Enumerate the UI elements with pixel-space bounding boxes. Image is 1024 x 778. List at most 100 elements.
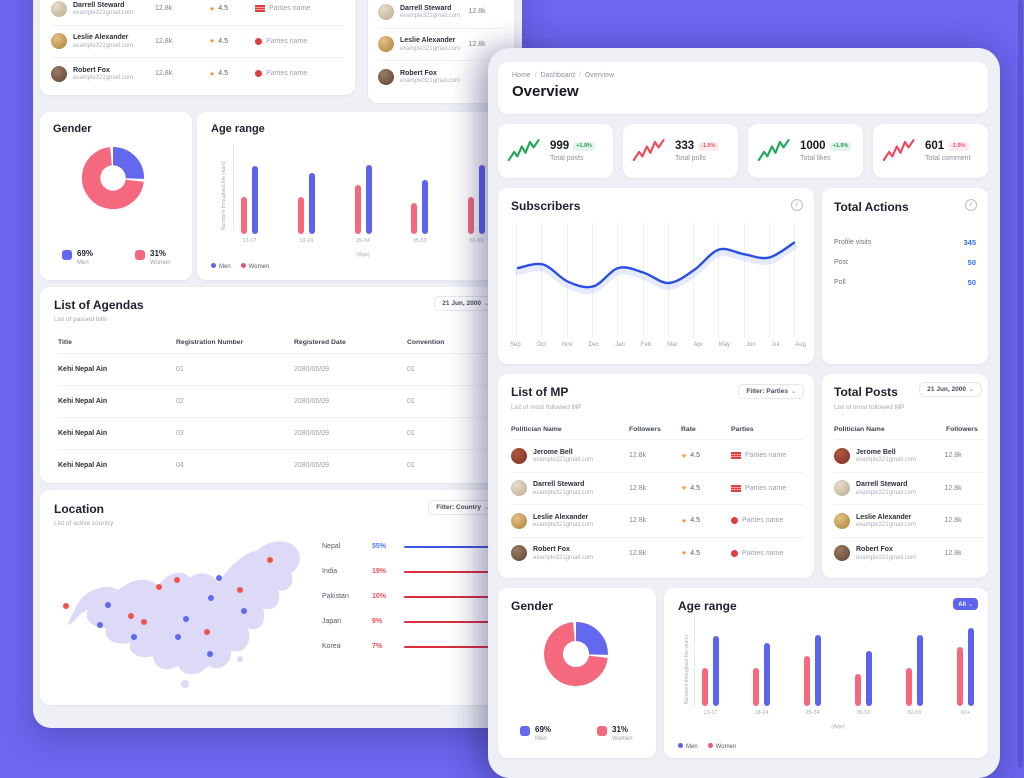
age-range-y-label: Numbers throughout the years): [684, 634, 690, 704]
agenda-reg-number: 03: [176, 430, 184, 437]
chevron-down-icon: ⌄: [968, 387, 974, 393]
map-location-dot: [105, 602, 111, 608]
table-row: Robert Fox example321gmail.com 12.8k ★ 4.5 Pa…: [511, 536, 804, 570]
age-range-all-dropdown[interactable]: All ⌄: [953, 598, 978, 610]
breadcrumb-home[interactable]: Home: [512, 72, 531, 79]
stat-text: 999 +1.9% Total posts: [550, 140, 595, 162]
map-location-dot: [204, 629, 210, 635]
action-row: Post 50: [834, 252, 976, 272]
followers-value: 12.8k: [468, 8, 486, 16]
month-tick: Jan: [615, 342, 625, 348]
women-label: Women: [612, 736, 633, 742]
agenda-reg-number: 02: [176, 398, 184, 405]
stat-label: Total polls: [675, 154, 707, 162]
bar-group: 18-24: [753, 622, 770, 716]
table-row: Darrell Steward example321gmail.com 12.8k ★…: [511, 471, 804, 505]
politician-cell: Robert Fox example321gmail.com: [511, 545, 629, 562]
breadcrumb-dashboard[interactable]: Dashboard: [540, 72, 575, 79]
info-icon[interactable]: i: [965, 199, 977, 211]
bar-category-label: 35-50: [412, 238, 427, 244]
agendas-date-chip[interactable]: 21 Jun, 2000 ⌄: [434, 296, 497, 311]
party-name: Parties name: [269, 5, 311, 13]
star-icon: ★: [681, 517, 688, 525]
country-bar: [404, 620, 493, 623]
stat-label: Total comment: [925, 154, 971, 162]
party-name: Parties name: [745, 452, 787, 460]
politician-email: example321gmail.com: [856, 554, 917, 561]
party-name: Parties name: [745, 484, 787, 492]
men-bar: [713, 636, 719, 706]
agendas-header-row: Title Registration Number Registered Dat…: [58, 339, 491, 354]
country-bar: [404, 545, 493, 548]
country-name: Nepal: [322, 543, 341, 550]
star-icon: ★: [209, 38, 216, 46]
map-location-dot: [208, 595, 214, 601]
action-label: Post: [834, 258, 849, 266]
scrollbar[interactable]: [1018, 0, 1023, 768]
name-email: Darrell Steward example321gmail.com: [73, 2, 133, 17]
party-cell: Parties name: [731, 549, 804, 557]
chevron-down-icon: ⌄: [967, 601, 973, 608]
chevron-down-icon: ⌄: [790, 389, 796, 395]
avatar: [834, 512, 850, 529]
women-bar: [753, 668, 759, 706]
page-header-card: Home / Dashboard / Overview Overview: [498, 62, 988, 114]
month-tick: Sep: [510, 342, 521, 348]
trend-sparkline-icon: [882, 139, 915, 162]
info-icon[interactable]: i: [791, 199, 803, 211]
action-value: 50: [967, 277, 976, 287]
country-row: India 19%: [322, 559, 493, 584]
stat-value-row: 601 -1.9%: [925, 140, 971, 152]
name-email: Jerome Bell example321gmail.com: [533, 449, 593, 464]
table-row: Leslie Alexander example321gmail.com 12.8k…: [511, 504, 804, 537]
agenda-title: Kehi Nepal Ain: [58, 398, 108, 405]
action-row: Poll 50: [834, 272, 976, 292]
map-location-dot: [183, 616, 189, 622]
rate-value: 4.5: [690, 484, 701, 492]
avatar: [834, 480, 850, 497]
dot-flag-icon: [255, 70, 262, 78]
agenda-title: Kehi Nepal Ain: [58, 366, 108, 373]
stat-value-row: 999 +1.9%: [550, 140, 595, 152]
country-row: Korea 7%: [322, 634, 493, 659]
location-filter-chip[interactable]: Filter: Country ⌄: [428, 500, 497, 515]
party-cell: Parties name: [731, 452, 804, 460]
table-row: Kehi Nepal Ain 02 2080/06/09 01: [58, 385, 491, 417]
total-posts-date-chip[interactable]: 21 Jun, 2000 ⌄: [919, 382, 982, 397]
breadcrumb-overview[interactable]: Overview: [584, 72, 615, 79]
politician-cell: Darrell Steward example321gmail.com: [378, 3, 469, 20]
map-location-dot: [175, 634, 181, 640]
stat-value: 1000: [800, 140, 826, 153]
politician-cell: Darrell Steward example321gmail.com: [51, 0, 155, 17]
name-email: Robert Fox example321gmail.com: [400, 70, 460, 85]
avatar: [511, 480, 527, 497]
filter-parties-chip[interactable]: Filter: Parties ⌄: [738, 384, 804, 399]
rate-cell: ★ 4.5: [209, 70, 255, 78]
gridline: [591, 222, 593, 337]
stat-delta-badge: +1.9%: [573, 141, 595, 151]
table-row: Jerome Bell example321gmail.com 12.8k: [834, 440, 984, 472]
map-location-dot: [241, 608, 247, 614]
agendas-title: List of Agendas: [54, 298, 144, 312]
stat-label: Total likes: [800, 154, 831, 162]
agenda-convention: 01: [407, 462, 415, 469]
star-icon: ★: [209, 5, 216, 13]
total-posts-subtitle: List of most followed MP: [834, 404, 905, 411]
politician-name: Leslie Alexander: [533, 513, 589, 521]
donut-women-arc: [81, 146, 145, 210]
country-name: Japan: [322, 618, 342, 625]
men-bar: [308, 172, 315, 234]
map-island: [181, 680, 189, 688]
age-range-y-axis: [233, 144, 234, 230]
bar-pair: [855, 622, 872, 706]
gridline: [794, 222, 796, 337]
front-gender-card: Gender 69% Men 31% Women: [498, 588, 656, 758]
politician-cell: Leslie Alexander example321gmail.com: [834, 512, 945, 529]
action-value: 345: [963, 237, 976, 247]
dot-flag-icon: [731, 517, 738, 525]
name-email: Leslie Alexander example321gmail.com: [400, 37, 460, 52]
col-followers: Followers: [629, 426, 661, 433]
list-of-mp-subtitle: List of most followed MP: [511, 404, 582, 411]
party-cell: Parties name: [731, 517, 804, 525]
